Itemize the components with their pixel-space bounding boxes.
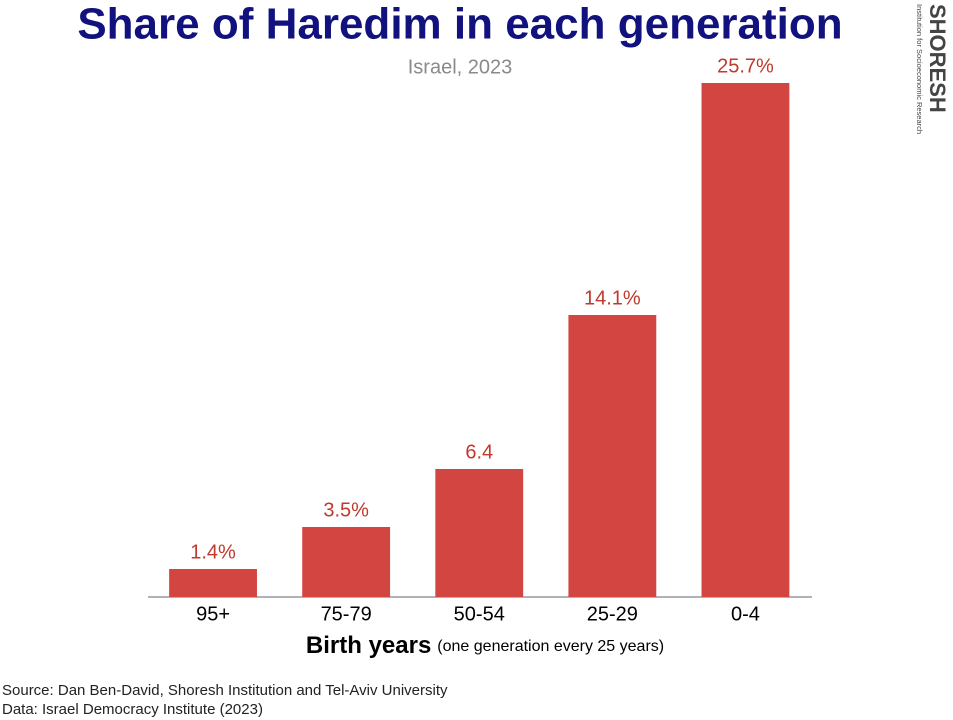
logo-tagline-group: Institution for Socioeconomic Research bbox=[915, 4, 924, 134]
source-line: Data: Israel Democracy Institute (2023) bbox=[2, 701, 263, 718]
x-tick-label: 95+ bbox=[196, 603, 230, 625]
bar bbox=[302, 527, 391, 597]
chart-subtitle: Israel, 2023 bbox=[408, 56, 513, 78]
x-tick-label: 0-4 bbox=[731, 603, 760, 625]
logo-name: SHORESH bbox=[925, 4, 950, 113]
logo-tagline: Institution for Socioeconomic Research bbox=[915, 4, 924, 134]
data-label: 1.4% bbox=[190, 541, 236, 563]
x-axis-label: Birth years (one generation every 25 year… bbox=[306, 632, 664, 659]
x-tick-label: 50-54 bbox=[454, 603, 505, 625]
data-label: 6.4 bbox=[465, 441, 493, 463]
bar bbox=[701, 83, 790, 597]
data-label: 3.5% bbox=[323, 499, 369, 521]
bar bbox=[169, 569, 257, 597]
chart-title: Share of Haredim in each generation bbox=[77, 0, 842, 49]
x-axis-note: (one generation every 25 years) bbox=[437, 638, 664, 655]
data-label: 14.1% bbox=[584, 287, 641, 309]
x-tick-label: 25-29 bbox=[587, 603, 638, 625]
logo: SHORESH bbox=[925, 4, 950, 113]
source-line: Source: Dan Ben-David, Shoresh Instituti… bbox=[2, 682, 448, 699]
x-tick-label: 75-79 bbox=[321, 603, 372, 625]
bar bbox=[568, 315, 657, 597]
data-label: 25.7% bbox=[717, 55, 774, 77]
bar bbox=[435, 469, 524, 597]
x-axis-title: Birth years bbox=[306, 632, 431, 659]
